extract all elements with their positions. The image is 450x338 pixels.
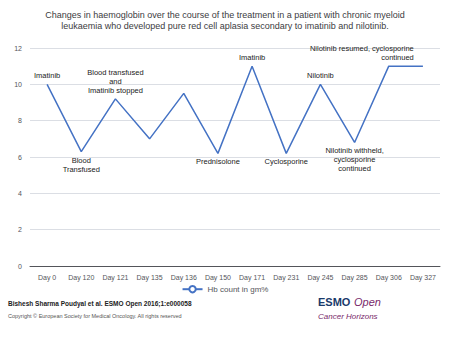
svg-text:12: 12 [14, 45, 22, 52]
svg-text:Day 136: Day 136 [171, 274, 197, 282]
svg-text:8: 8 [18, 117, 22, 124]
svg-text:Day 135: Day 135 [137, 274, 163, 282]
svg-text:Copyright © European Society f: Copyright © European Society for Medical… [8, 313, 182, 319]
svg-text:ESMO: ESMO [318, 296, 351, 308]
svg-text:Nilotinib withheld,: Nilotinib withheld, [325, 146, 383, 155]
svg-text:continued: continued [338, 164, 371, 173]
svg-text:Day 150: Day 150 [205, 274, 231, 282]
svg-text:0: 0 [18, 263, 22, 270]
svg-text:Open: Open [354, 296, 381, 308]
svg-text:Blood transfused: Blood transfused [87, 68, 143, 77]
svg-text:leukaemia who developed pure r: leukaemia who developed pure red cell ap… [61, 21, 389, 31]
svg-text:Day 231: Day 231 [273, 274, 299, 282]
svg-text:4: 4 [18, 190, 22, 197]
svg-text:10: 10 [14, 81, 22, 88]
svg-text:Nilotinib: Nilotinib [307, 71, 334, 80]
svg-text:Imatinib stopped: Imatinib stopped [88, 86, 143, 95]
svg-text:Blood: Blood [72, 156, 91, 165]
svg-text:6: 6 [18, 154, 22, 161]
svg-text:Cyclosporine: Cyclosporine [265, 157, 308, 166]
svg-text:Imatinib: Imatinib [239, 53, 265, 62]
svg-text:Day 0: Day 0 [38, 274, 56, 282]
svg-text:Day 120: Day 120 [68, 274, 94, 282]
svg-text:Day 285: Day 285 [342, 274, 368, 282]
svg-text:Bishesh Sharma Poudyal et al.: Bishesh Sharma Poudyal et al. ESMO Open … [8, 300, 192, 308]
svg-text:Prednisolone: Prednisolone [196, 157, 240, 166]
svg-text:Changes in haemoglobin over th: Changes in haemoglobin over the course o… [45, 10, 405, 20]
svg-text:2: 2 [18, 226, 22, 233]
svg-text:and: and [109, 77, 122, 86]
svg-text:Cancer Horizons: Cancer Horizons [318, 312, 378, 321]
svg-text:Day 245: Day 245 [307, 274, 333, 282]
svg-text:Nilotinib resumed, cyclosporin: Nilotinib resumed, cyclosporine [310, 44, 414, 53]
svg-text:continued: continued [381, 53, 414, 62]
svg-text:Day 306: Day 306 [376, 274, 402, 282]
svg-text:Day 121: Day 121 [102, 274, 128, 282]
svg-text:Hb count in gm%: Hb count in gm% [208, 285, 269, 294]
svg-text:Day 327: Day 327 [410, 274, 436, 282]
svg-text:Imatinib: Imatinib [34, 71, 60, 80]
svg-text:Day 171: Day 171 [239, 274, 265, 282]
svg-text:Transfused: Transfused [63, 165, 100, 174]
svg-text:cyclosporine: cyclosporine [334, 155, 376, 164]
